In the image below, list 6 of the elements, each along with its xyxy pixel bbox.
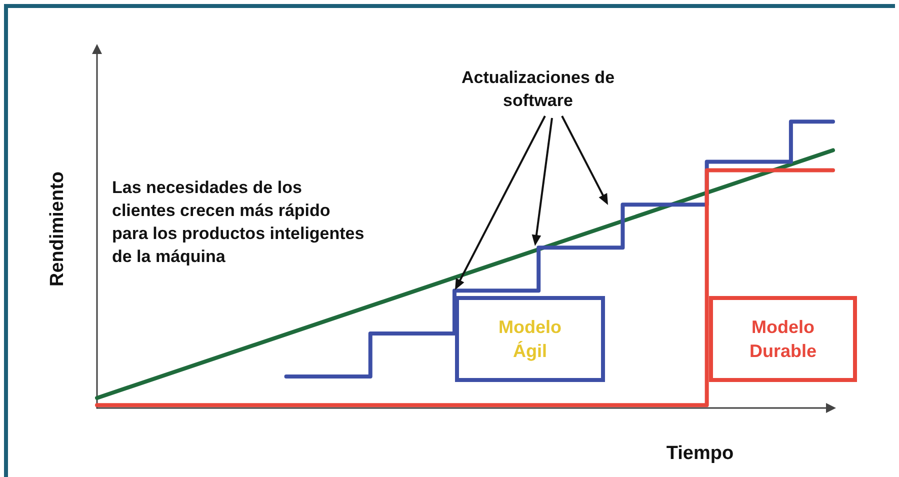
x-axis-title: Tiempo: [666, 443, 734, 464]
text: Actualizaciones de software: [460, 67, 616, 112]
annotation: Las necesidades de los clientes crecen más rápido para los productos inteligentes de la máquina: [112, 177, 366, 268]
label-box: Modelo Durable: [709, 296, 857, 382]
y-axis-title: Rendimiento: [47, 171, 68, 287]
label-box: Modelo Ágil: [455, 296, 605, 382]
